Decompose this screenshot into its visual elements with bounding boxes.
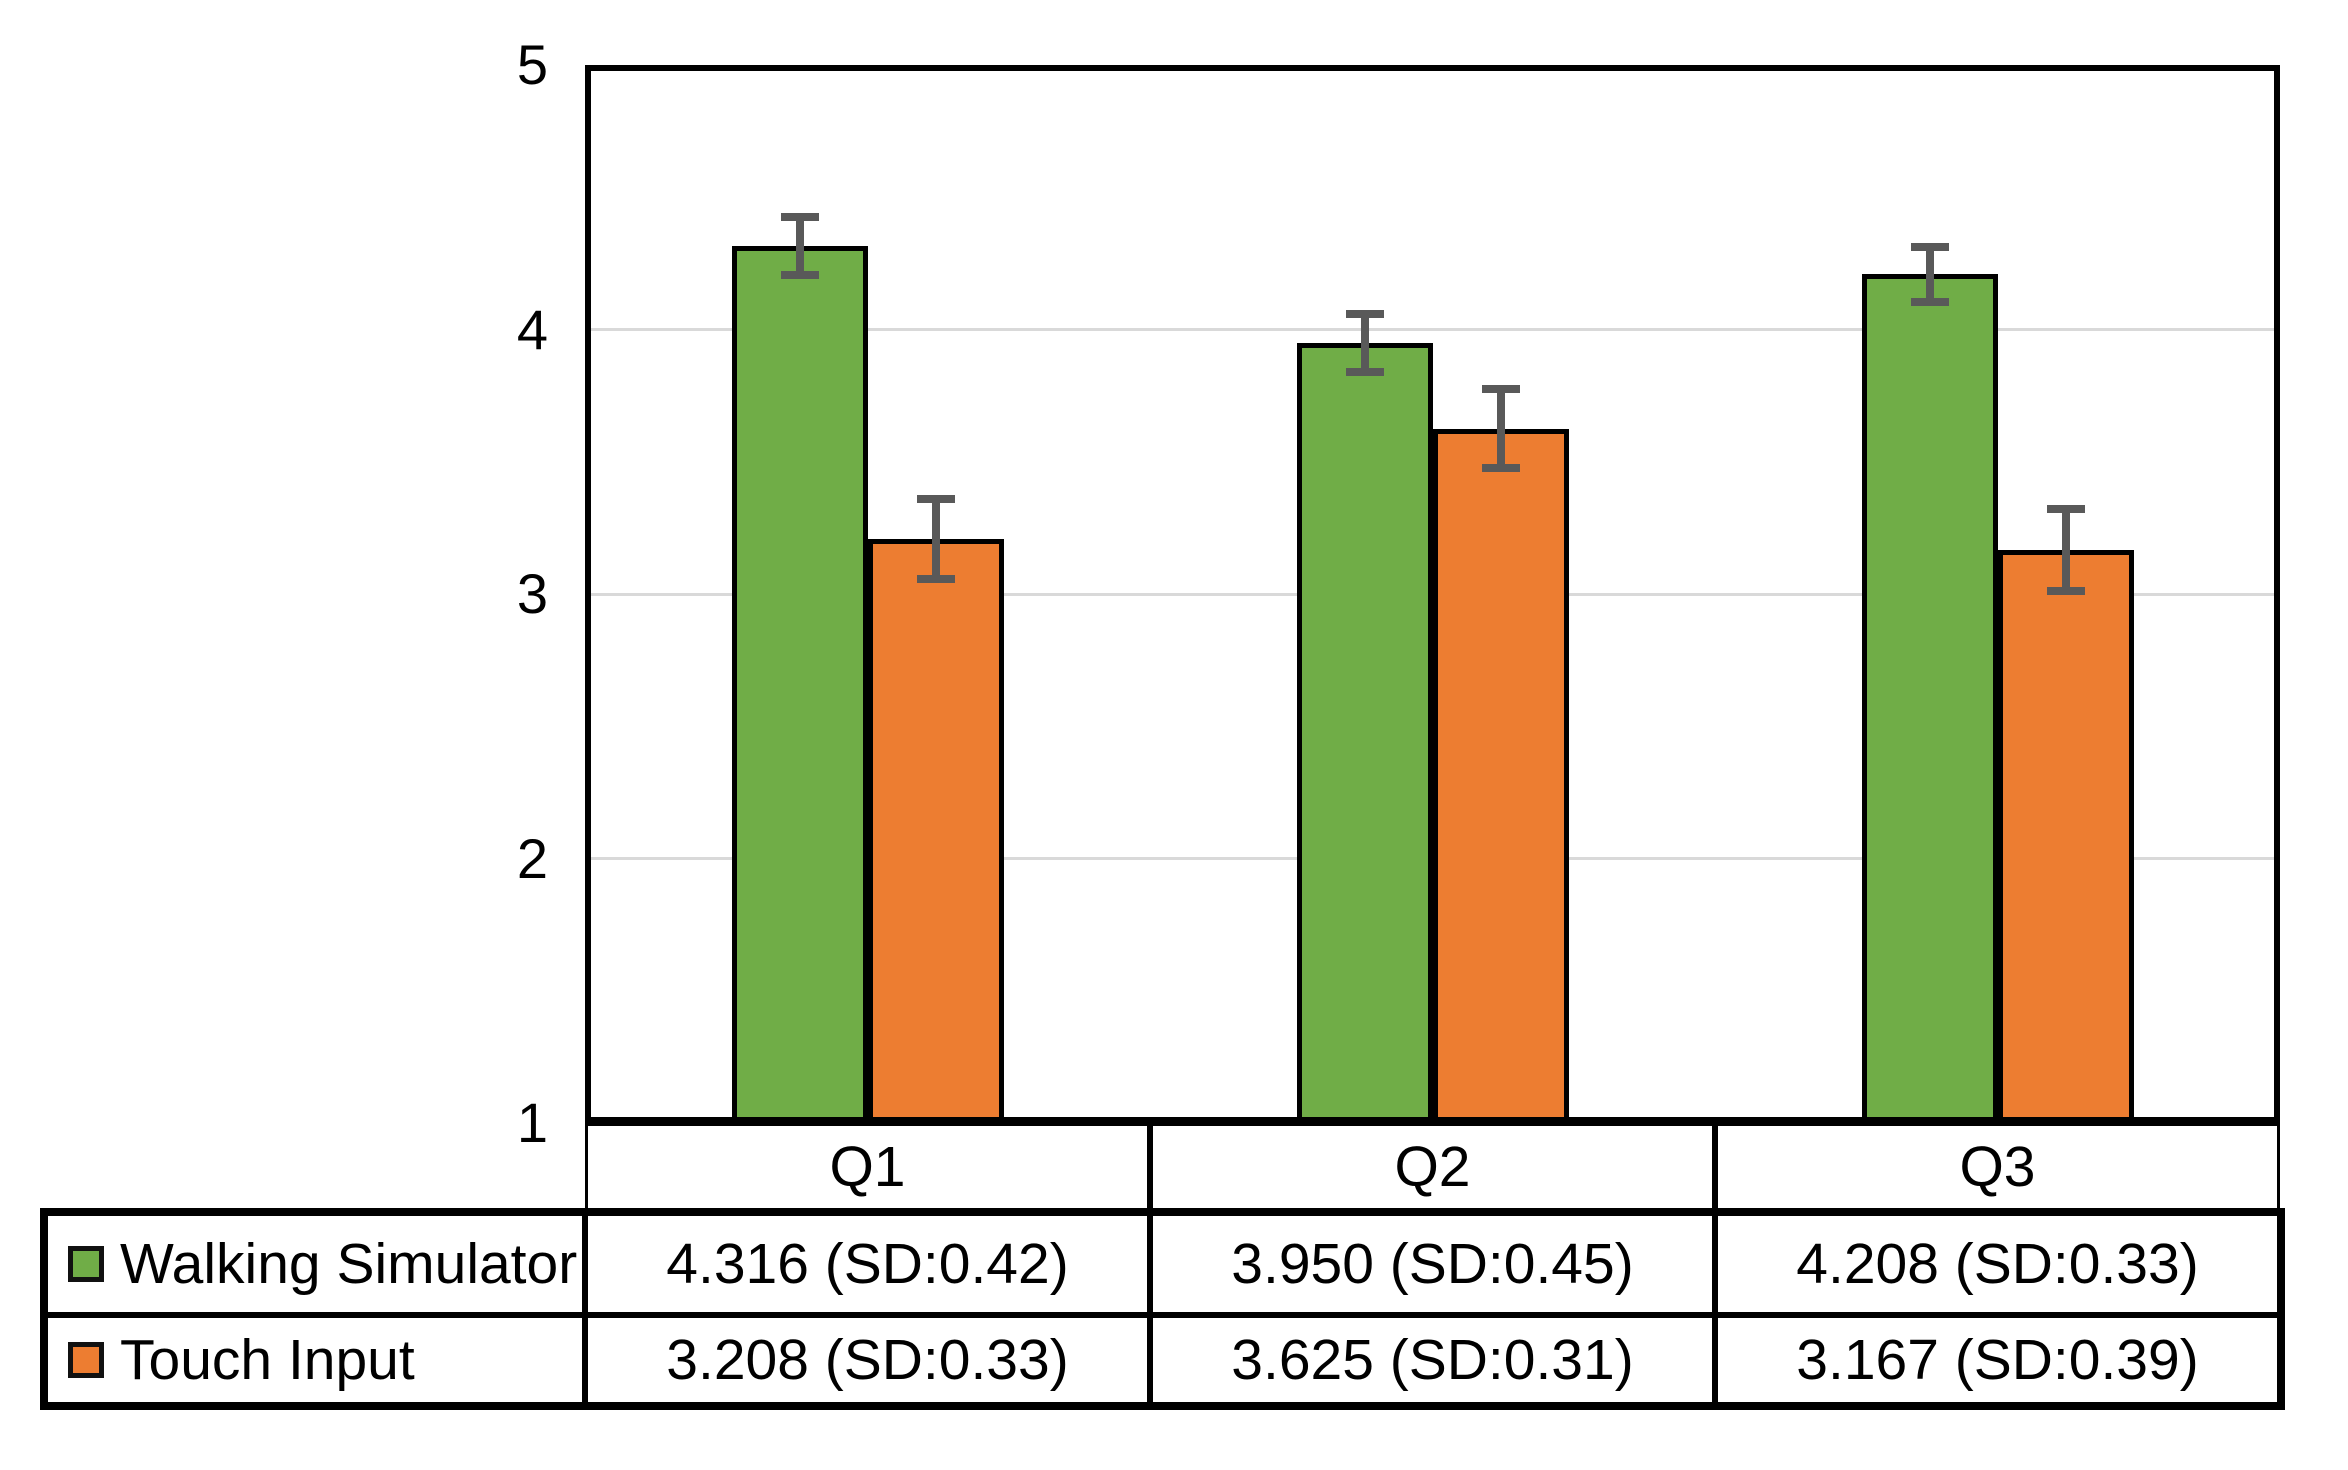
error-bar-stem-touch-input-q3 (2061, 508, 2070, 591)
value-cell-walking-simulator-q1: 4.316 (SD:0.42) (585, 1213, 1150, 1315)
error-bar-stem-touch-input-q1 (931, 499, 940, 579)
category-cell-q1: Q1 (585, 1123, 1150, 1213)
error-bar-cap-top-walking-simulator-q1 (780, 212, 819, 221)
error-bar-stem-touch-input-q2 (1496, 389, 1505, 469)
bar-touch-input-q1 (867, 538, 1004, 1123)
y-tick-label-1: 1 (516, 1091, 548, 1154)
legend-cell-touch-input: Touch Input (45, 1315, 585, 1405)
y-tick-label-2: 2 (516, 826, 548, 890)
value-cell-walking-simulator-q2: 3.950 (SD:0.45) (1150, 1213, 1715, 1315)
value-cell-touch-input-q3: 3.167 (SD:0.39) (1715, 1315, 2280, 1405)
bar-walking-simulator-q2 (1296, 342, 1433, 1123)
error-bar-cap-bottom-walking-simulator-q3 (1910, 298, 1949, 307)
category-cell-q2: Q2 (1150, 1123, 1715, 1213)
error-bar-cap-bottom-touch-input-q3 (2046, 586, 2085, 595)
error-bar-cap-top-walking-simulator-q2 (1345, 309, 1384, 318)
error-bar-stem-walking-simulator-q1 (795, 216, 804, 275)
error-bar-cap-top-touch-input-q1 (916, 495, 955, 504)
error-bar-cap-bottom-touch-input-q1 (916, 574, 955, 583)
bar-walking-simulator-q1 (731, 245, 868, 1123)
y-tick-label-4: 4 (516, 297, 548, 361)
error-bar-cap-top-touch-input-q3 (2046, 504, 2085, 513)
bar-walking-simulator-q3 (1861, 274, 1998, 1123)
error-bar-cap-top-walking-simulator-q3 (1910, 242, 1949, 251)
value-cell-touch-input-q2: 3.625 (SD:0.31) (1150, 1315, 1715, 1405)
y-tick-label-3: 3 (516, 562, 548, 625)
error-bar-cap-bottom-touch-input-q2 (1481, 464, 1520, 473)
y-tick-label-5: 5 (516, 33, 548, 96)
error-bar-stem-walking-simulator-q2 (1360, 313, 1369, 372)
error-bar-stem-walking-simulator-q3 (1925, 246, 1934, 303)
category-cell-q3: Q3 (1715, 1123, 2280, 1213)
value-cell-walking-simulator-q3: 4.208 (SD:0.33) (1715, 1213, 2280, 1315)
value-cell-touch-input-q1: 3.208 (SD:0.33) (585, 1315, 1150, 1405)
error-bar-cap-bottom-walking-simulator-q1 (780, 271, 819, 279)
legend-swatch-touch-input (68, 1342, 104, 1378)
bar-touch-input-q2 (1432, 428, 1569, 1123)
legend-cell-walking-simulator: Walking Simulator (45, 1213, 585, 1315)
error-bar-cap-top-touch-input-q2 (1481, 385, 1520, 393)
gridline-y-4 (585, 328, 2280, 331)
legend-label-walking-simulator: Walking Simulator (120, 1232, 578, 1296)
error-bar-cap-bottom-walking-simulator-q2 (1345, 367, 1384, 376)
bar-touch-input-q3 (1997, 549, 2134, 1123)
legend-swatch-walking-simulator (68, 1246, 104, 1282)
legend-label-touch-input: Touch Input (120, 1328, 415, 1392)
